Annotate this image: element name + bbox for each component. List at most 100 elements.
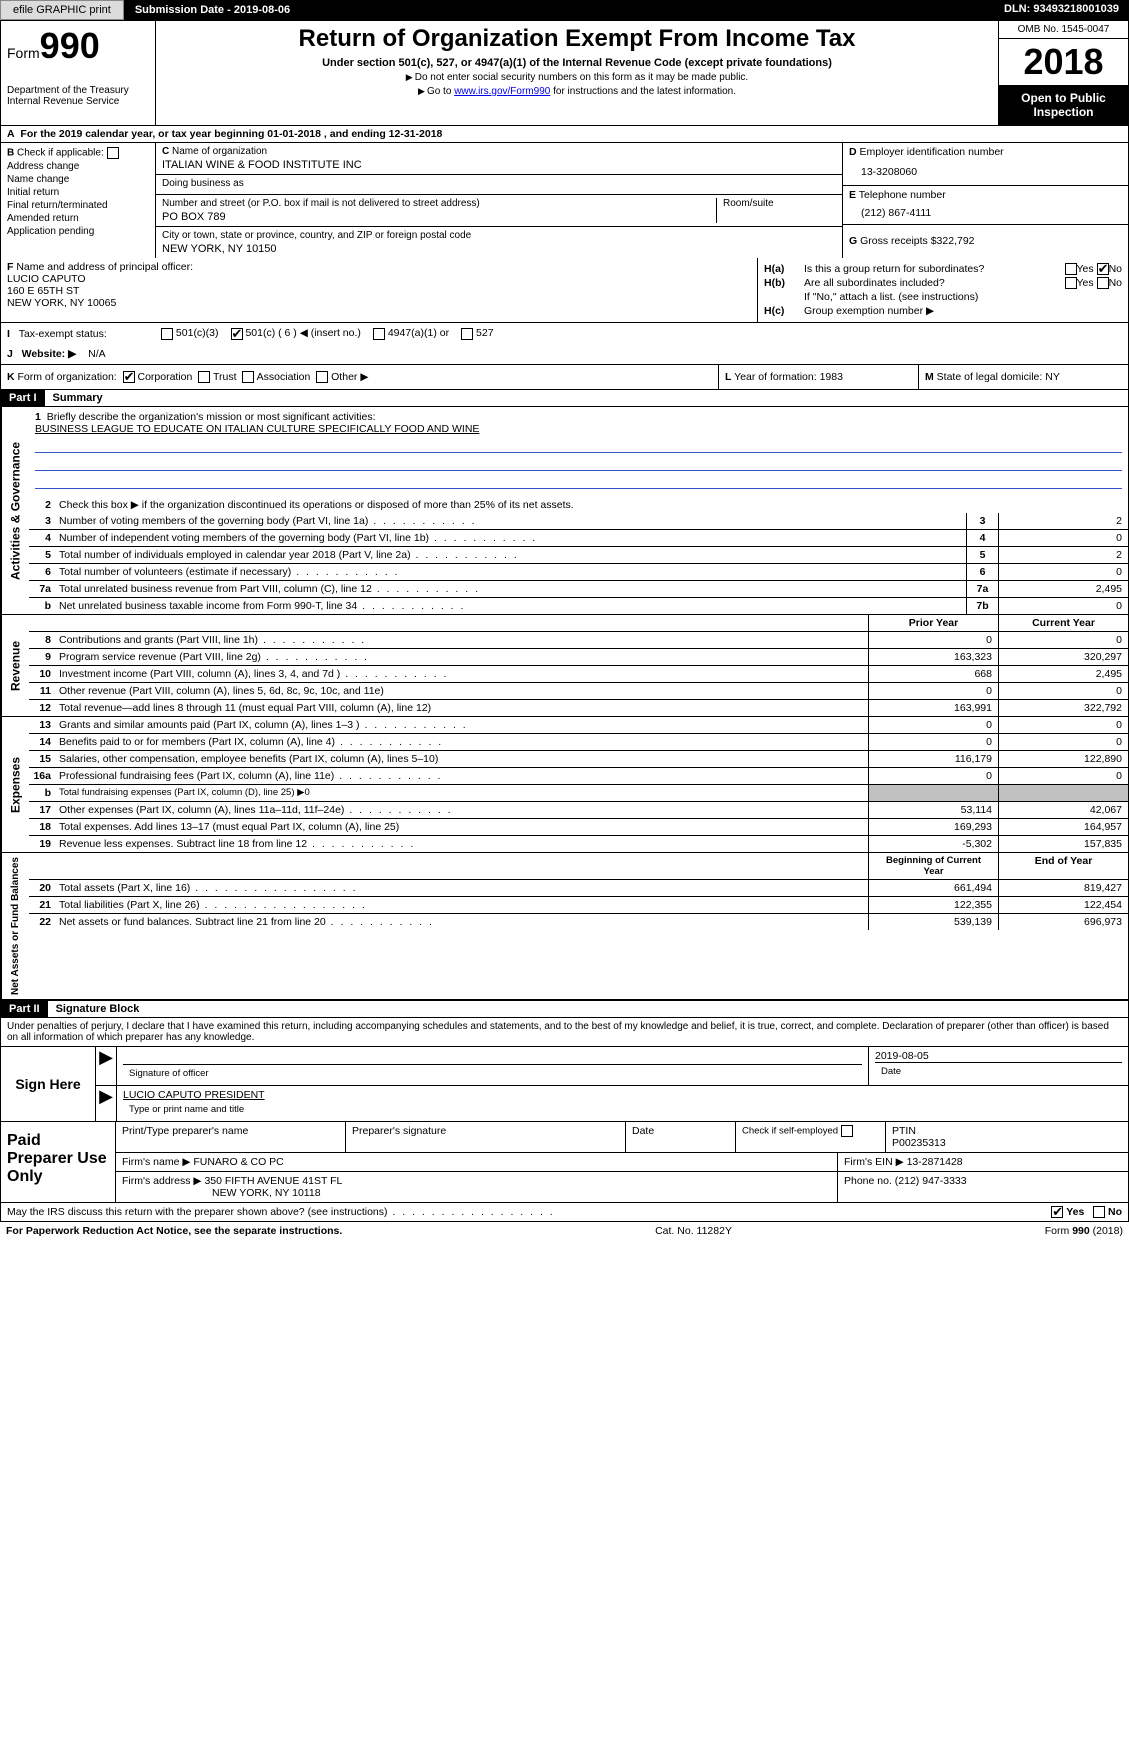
discuss-yes[interactable] [1051, 1206, 1063, 1218]
vtab-revenue: Revenue [1, 615, 29, 716]
l14-v: 0 [998, 734, 1128, 750]
self-employed-check[interactable] [841, 1125, 853, 1137]
part-ii-label: Part II [1, 1001, 48, 1017]
ptin-label: PTIN [892, 1125, 916, 1137]
e-label: Telephone number [859, 189, 946, 201]
room-label: Room/suite [723, 198, 836, 209]
irs-link[interactable]: www.irs.gov/Form990 [454, 86, 550, 97]
col-b: B Check if applicable: Address change Na… [1, 143, 156, 258]
l7a-v: 2,495 [998, 581, 1128, 597]
ha-yes[interactable] [1065, 263, 1077, 275]
k-assoc[interactable] [242, 371, 254, 383]
sig-officer-field: Signature of officer [116, 1047, 868, 1085]
discuss-no[interactable] [1093, 1206, 1105, 1218]
officer-addr1: 160 E 65TH ST [7, 285, 79, 297]
l18-p: 169,293 [868, 819, 998, 835]
chk-pending[interactable]: Application pending [7, 226, 149, 237]
chk-initial-return[interactable]: Initial return [7, 187, 149, 198]
omb-number: OMB No. 1545-0047 [999, 21, 1128, 39]
dba-value [162, 189, 836, 191]
uline-3 [35, 475, 1122, 489]
l19-v: 157,835 [998, 836, 1128, 852]
l14-p: 0 [868, 734, 998, 750]
i-501c[interactable] [231, 328, 243, 340]
chk-final-return[interactable]: Final return/terminated [7, 200, 149, 211]
row-i: I Tax-exempt status: 501(c)(3) 501(c) ( … [0, 323, 1129, 343]
paid-h4-text: Check if self-employed [742, 1125, 838, 1136]
k-corp[interactable] [123, 371, 135, 383]
col-c: C Name of organization ITALIAN WINE & FO… [156, 143, 843, 258]
firm-label: Firm's name ▶ [122, 1156, 190, 1168]
l20-d: Total assets (Part X, line 16) [55, 880, 868, 896]
l21-d: Total liabilities (Part X, line 26) [55, 897, 868, 913]
l4-n: 4 [29, 530, 55, 546]
sig-name-value: LUCIO CAPUTO PRESIDENT [123, 1089, 1122, 1101]
l4-d: Number of independent voting members of … [55, 530, 966, 546]
top-bar: efile GRAPHIC print Submission Date - 20… [0, 0, 1129, 20]
row-j: J Website: ▶ N/A [0, 344, 1129, 365]
part-ii-header: Part II Signature Block [0, 1000, 1129, 1018]
row-klm: K Form of organization: Corporation Trus… [0, 365, 1129, 390]
org-name: ITALIAN WINE & FOOD INSTITUTE INC [162, 157, 836, 171]
l8-n: 8 [29, 632, 55, 648]
hb-yes[interactable] [1065, 277, 1077, 289]
signature-block: Under penalties of perjury, I declare th… [0, 1018, 1129, 1122]
note-link-post: for instructions and the latest informat… [550, 86, 736, 97]
hdr-boc: Beginning of Current Year [868, 853, 998, 879]
i-527[interactable] [461, 328, 473, 340]
row-a-mid: , and ending [321, 128, 389, 140]
l-value: 1983 [820, 371, 843, 383]
l13-n: 13 [29, 717, 55, 733]
website-value: N/A [88, 348, 106, 360]
l20-v: 819,427 [998, 880, 1128, 896]
l9-n: 9 [29, 649, 55, 665]
l3-d: Number of voting members of the governin… [55, 513, 966, 529]
k-other[interactable] [316, 371, 328, 383]
form-header-left: Form990 Department of the Treasury Inter… [1, 21, 156, 125]
l22-n: 22 [29, 914, 55, 930]
b-label: Check if applicable: [17, 148, 104, 159]
l-label: Year of formation: [734, 371, 819, 383]
ha-no-label: No [1109, 263, 1122, 275]
hb-no[interactable] [1097, 277, 1109, 289]
chk-address-change[interactable]: Address change [7, 161, 149, 172]
sig-date-field: 2019-08-05 Date [868, 1047, 1128, 1085]
firm-ein-label: Firm's EIN ▶ [844, 1156, 904, 1168]
form-header-right: OMB No. 1545-0047 2018 Open to Public In… [998, 21, 1128, 125]
chk-label-5: Application pending [7, 226, 94, 237]
l16a-d: Professional fundraising fees (Part IX, … [55, 768, 868, 784]
l13-d: Grants and similar amounts paid (Part IX… [55, 717, 868, 733]
i-label: Tax-exempt status: [19, 328, 107, 340]
b-check-top[interactable] [107, 147, 119, 159]
i-4947[interactable] [373, 328, 385, 340]
g-label: Gross receipts $ [860, 235, 936, 247]
l22-v: 696,973 [998, 914, 1128, 930]
efile-print-button[interactable]: efile GRAPHIC print [0, 0, 124, 20]
discuss-text: May the IRS discuss this return with the… [7, 1206, 555, 1218]
ha-no[interactable] [1097, 263, 1109, 275]
dept-treasury: Department of the Treasury Internal Reve… [7, 85, 149, 107]
part-ii-title: Signature Block [48, 1001, 148, 1017]
section-net-assets: Net Assets or Fund Balances Beginning of… [0, 853, 1129, 1000]
i-c-label: 501(c) ( 6 ) ◀ (insert no.) [245, 327, 360, 339]
l5-c: 5 [966, 547, 998, 563]
discuss-yes-label: Yes [1066, 1206, 1084, 1218]
l7b-n: b [29, 598, 55, 614]
l16a-n: 16a [29, 768, 55, 784]
chk-name-change[interactable]: Name change [7, 174, 149, 185]
col-f: F Name and address of principal officer:… [1, 258, 758, 322]
paid-h1: Print/Type preparer's name [116, 1122, 346, 1152]
officer-addr2: NEW YORK, NY 10065 [7, 297, 116, 309]
discuss-no-label: No [1108, 1206, 1122, 1218]
sig-name-label: Type or print name and title [123, 1101, 1122, 1118]
chk-label-4: Amended return [7, 213, 79, 224]
i-501c3[interactable] [161, 328, 173, 340]
chk-amended[interactable]: Amended return [7, 213, 149, 224]
firm-addr2: NEW YORK, NY 10118 [122, 1187, 321, 1199]
addr-label: Number and street (or P.O. box if mail i… [162, 198, 716, 209]
l19-p: -5,302 [868, 836, 998, 852]
part-i-header: Part I Summary [0, 390, 1129, 407]
l17-p: 53,114 [868, 802, 998, 818]
k-trust[interactable] [198, 371, 210, 383]
note-ssn: Do not enter social security numbers on … [162, 72, 992, 83]
